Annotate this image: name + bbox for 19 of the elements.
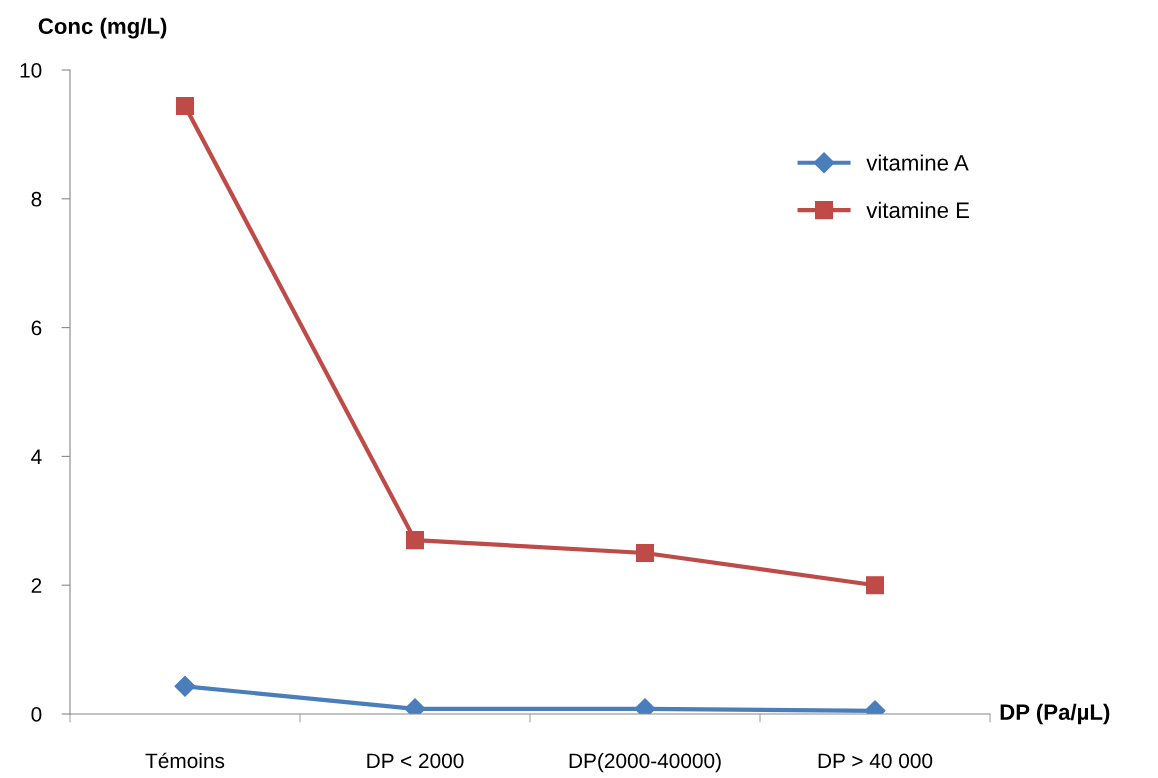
point [175,97,195,116]
x-tick-label: DP < 2000 [367,753,464,769]
y-tick-label: 8 [31,191,42,207]
point [865,576,885,595]
legend-label: vitamine A [866,154,969,171]
point [174,675,196,697]
x-tick-label: Témoins [145,752,225,769]
y-axis-title: Conc (mg/L) [38,17,167,39]
y-tick-label: 0 [31,707,42,722]
y-tick-label: 2 [31,578,42,593]
x-axis-title: DP (Pa/µL) [1000,703,1110,725]
point [635,543,655,563]
x-tick-label: DP(2000-40000) [569,752,721,773]
legend-label: vitamine E [866,201,970,219]
y-tick-label: 4 [31,449,42,464]
x-tick-label: DP > 40 000 [818,753,933,769]
y-tick-label: 6 [31,320,42,336]
point [405,531,425,550]
y-tick-label: 10 [20,63,42,78]
